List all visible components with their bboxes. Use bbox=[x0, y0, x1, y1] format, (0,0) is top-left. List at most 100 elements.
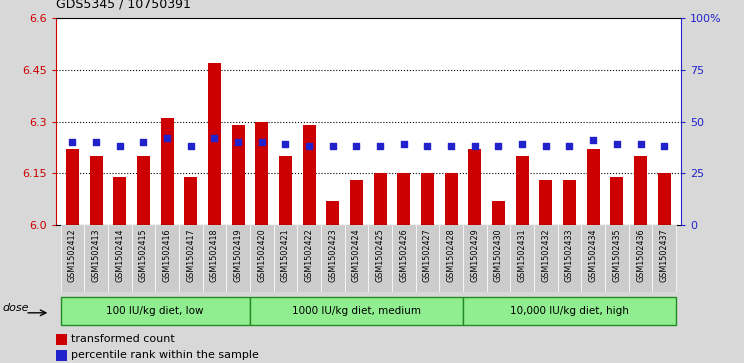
Bar bbox=[534, 225, 558, 292]
Point bbox=[563, 143, 575, 149]
Point bbox=[90, 139, 102, 145]
Bar bbox=[416, 225, 439, 292]
Bar bbox=[373, 173, 387, 225]
Bar bbox=[274, 225, 298, 292]
Point bbox=[374, 143, 386, 149]
Text: GSM1502431: GSM1502431 bbox=[518, 228, 527, 282]
Text: GSM1502430: GSM1502430 bbox=[494, 228, 503, 282]
Bar bbox=[492, 201, 505, 225]
Bar bbox=[468, 149, 481, 225]
Text: GSM1502416: GSM1502416 bbox=[162, 228, 172, 282]
Bar bbox=[155, 225, 179, 292]
Bar bbox=[56, 350, 67, 362]
Bar bbox=[66, 149, 79, 225]
Point bbox=[232, 139, 244, 145]
Text: 10,000 IU/kg diet, high: 10,000 IU/kg diet, high bbox=[510, 306, 629, 316]
Point bbox=[493, 143, 504, 149]
Point bbox=[540, 143, 552, 149]
Text: GSM1502414: GSM1502414 bbox=[115, 228, 124, 282]
Text: GSM1502417: GSM1502417 bbox=[186, 228, 195, 282]
Bar bbox=[563, 180, 576, 225]
Text: transformed count: transformed count bbox=[71, 334, 175, 344]
Text: GSM1502437: GSM1502437 bbox=[660, 228, 669, 282]
Bar bbox=[327, 201, 339, 225]
Bar bbox=[487, 225, 510, 292]
Text: GSM1502433: GSM1502433 bbox=[565, 228, 574, 282]
Bar bbox=[344, 225, 368, 292]
Bar bbox=[629, 225, 652, 292]
Text: dose: dose bbox=[3, 303, 29, 313]
Text: 1000 IU/kg diet, medium: 1000 IU/kg diet, medium bbox=[292, 306, 421, 316]
Point bbox=[303, 143, 315, 149]
Bar bbox=[179, 225, 202, 292]
Text: percentile rank within the sample: percentile rank within the sample bbox=[71, 351, 260, 360]
Bar bbox=[658, 173, 670, 225]
Point bbox=[398, 142, 410, 147]
Point bbox=[280, 142, 292, 147]
Bar bbox=[610, 177, 623, 225]
Bar bbox=[510, 225, 534, 292]
Bar bbox=[321, 225, 344, 292]
Text: GDS5345 / 10750391: GDS5345 / 10750391 bbox=[56, 0, 190, 11]
Bar bbox=[84, 225, 108, 292]
Point bbox=[422, 143, 434, 149]
Bar bbox=[250, 225, 274, 292]
Point bbox=[138, 139, 150, 145]
Text: GSM1502412: GSM1502412 bbox=[68, 228, 77, 282]
Point bbox=[611, 142, 623, 147]
Bar bbox=[587, 149, 600, 225]
Point bbox=[469, 143, 481, 149]
Bar bbox=[56, 334, 67, 345]
Bar bbox=[113, 177, 126, 225]
Text: GSM1502424: GSM1502424 bbox=[352, 228, 361, 282]
Bar bbox=[581, 225, 605, 292]
Text: GSM1502418: GSM1502418 bbox=[210, 228, 219, 282]
Bar bbox=[397, 173, 410, 225]
Text: GSM1502434: GSM1502434 bbox=[589, 228, 597, 282]
Point bbox=[350, 143, 362, 149]
Bar bbox=[652, 225, 676, 292]
Bar bbox=[516, 156, 529, 225]
Bar bbox=[298, 225, 321, 292]
Text: GSM1502436: GSM1502436 bbox=[636, 228, 645, 282]
Point bbox=[114, 143, 126, 149]
Text: GSM1502435: GSM1502435 bbox=[612, 228, 621, 282]
Bar bbox=[226, 225, 250, 292]
Bar bbox=[463, 225, 487, 292]
Point bbox=[658, 143, 670, 149]
Text: 100 IU/kg diet, low: 100 IU/kg diet, low bbox=[106, 306, 204, 316]
Bar bbox=[255, 122, 269, 225]
Bar bbox=[161, 118, 173, 225]
Bar bbox=[445, 173, 458, 225]
Text: GSM1502425: GSM1502425 bbox=[376, 228, 385, 282]
Bar bbox=[368, 225, 392, 292]
Bar bbox=[250, 297, 463, 325]
Text: GSM1502428: GSM1502428 bbox=[446, 228, 455, 282]
Bar bbox=[60, 297, 250, 325]
Text: GSM1502420: GSM1502420 bbox=[257, 228, 266, 282]
Bar bbox=[208, 63, 221, 225]
Text: GSM1502422: GSM1502422 bbox=[304, 228, 314, 282]
Text: GSM1502427: GSM1502427 bbox=[423, 228, 432, 282]
Bar bbox=[89, 156, 103, 225]
Point bbox=[161, 135, 173, 141]
Point bbox=[185, 143, 196, 149]
Text: GSM1502432: GSM1502432 bbox=[542, 228, 551, 282]
Text: GSM1502413: GSM1502413 bbox=[92, 228, 100, 282]
Bar bbox=[439, 225, 463, 292]
Bar bbox=[231, 125, 245, 225]
Bar bbox=[137, 156, 150, 225]
Bar bbox=[634, 156, 647, 225]
Point bbox=[635, 142, 647, 147]
Bar bbox=[463, 297, 676, 325]
Point bbox=[66, 139, 78, 145]
Bar bbox=[350, 180, 363, 225]
Bar bbox=[279, 156, 292, 225]
Text: GSM1502429: GSM1502429 bbox=[470, 228, 479, 282]
Bar bbox=[421, 173, 434, 225]
Bar bbox=[303, 125, 315, 225]
Bar bbox=[132, 225, 155, 292]
Text: GSM1502415: GSM1502415 bbox=[139, 228, 148, 282]
Bar bbox=[558, 225, 581, 292]
Point bbox=[327, 143, 339, 149]
